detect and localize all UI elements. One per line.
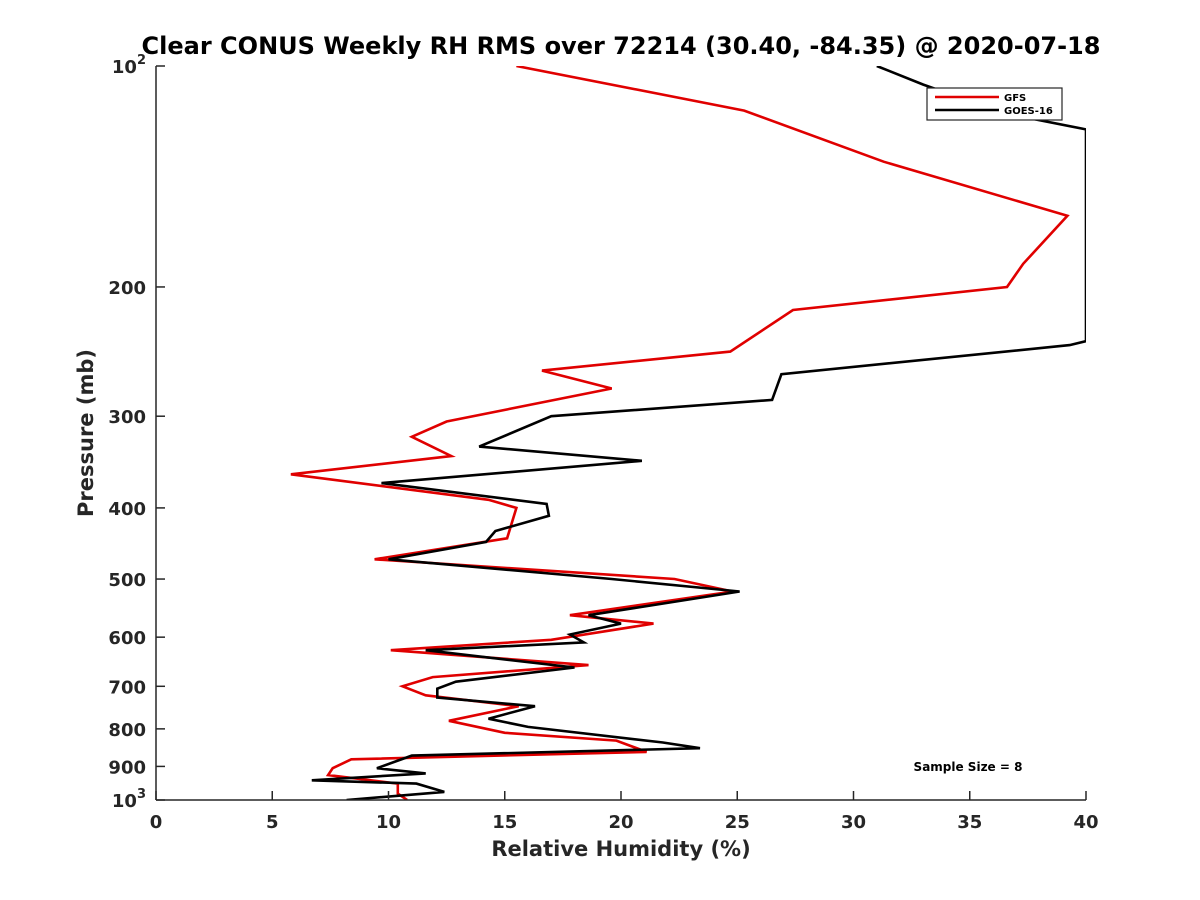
y-tick-label: 500 bbox=[108, 570, 146, 591]
legend-box bbox=[926, 87, 1063, 121]
y-tick-label: 200 bbox=[108, 278, 146, 299]
x-tick-label: 35 bbox=[957, 812, 982, 833]
legend-label-goes16: GOES-16 bbox=[1004, 106, 1053, 117]
x-tick-label: 40 bbox=[1073, 812, 1098, 833]
chart-title: Clear CONUS Weekly RH RMS over 72214 (30… bbox=[142, 32, 1101, 60]
y-tick-label: 103 bbox=[112, 787, 146, 812]
x-tick-label: 0 bbox=[150, 812, 163, 833]
series-line-goes-16 bbox=[311, 66, 1086, 800]
x-axis-label: Relative Humidity (%) bbox=[491, 837, 750, 861]
y-tick-label: 300 bbox=[108, 407, 146, 428]
y-tick-label: 700 bbox=[108, 677, 146, 698]
legend-label-gfs: GFS bbox=[1004, 93, 1026, 104]
y-tick-label: 102 bbox=[112, 53, 146, 78]
y-axis-label: Pressure (mb) bbox=[74, 349, 98, 517]
y-tick-label: 900 bbox=[108, 757, 146, 778]
x-tick-label: 5 bbox=[266, 812, 279, 833]
x-tick-label: 10 bbox=[376, 812, 401, 833]
y-tick-label: 600 bbox=[108, 628, 146, 649]
legend: GFS GOES-16 bbox=[926, 87, 1063, 121]
y-tick-label: 800 bbox=[108, 720, 146, 741]
x-tick-label: 20 bbox=[608, 812, 633, 833]
x-tick-label: 25 bbox=[725, 812, 750, 833]
y-tick-label: 400 bbox=[108, 499, 146, 520]
x-tick-label: 30 bbox=[841, 812, 866, 833]
x-tick-label: 15 bbox=[492, 812, 517, 833]
sample-size-annotation: Sample Size = 8 bbox=[914, 760, 1023, 774]
